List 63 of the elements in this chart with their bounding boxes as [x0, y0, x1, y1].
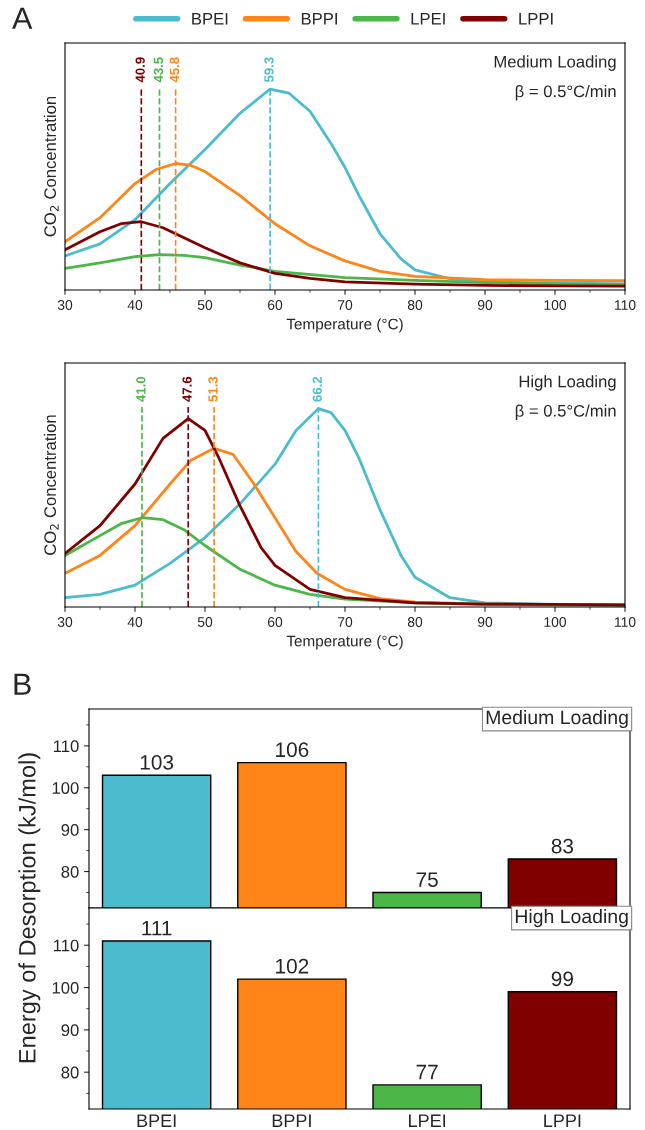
data-label: 102	[276, 958, 309, 974]
data-label: 111	[142, 920, 172, 936]
x-tick-label: 50	[197, 300, 213, 310]
data-label: 83	[551, 838, 574, 854]
x-tick-label: 60	[267, 617, 283, 627]
legend-label: LPPI	[519, 13, 553, 25]
legend-label: BPEI	[192, 13, 228, 25]
x-tick-label: 50	[197, 617, 213, 627]
x-tick-label: 30	[57, 617, 73, 627]
annotation: Medium Loading	[486, 710, 628, 729]
x-tick-label: 80	[407, 300, 423, 310]
legend-label: BPPI	[301, 13, 337, 25]
x-axis-title: Temperature (°C)	[286, 318, 403, 333]
y-tick-label: 80	[61, 865, 79, 878]
legend-label: LPEI	[411, 13, 445, 25]
data-label: 77	[416, 1064, 438, 1080]
x-tick-label: 80	[407, 617, 423, 627]
x-tick-label: 90	[477, 617, 493, 627]
ref-line-label: 59.3	[264, 57, 274, 83]
ref-line-label: 43.5	[153, 57, 164, 83]
x-tick-label: 100	[544, 300, 567, 310]
x-tick-label: 90	[477, 300, 493, 310]
y-tick-label: 90	[61, 824, 79, 836]
x-axis-title: Temperature (°C)	[286, 635, 403, 650]
x-tick-label: 110	[614, 300, 636, 310]
y-tick-label: 100	[52, 782, 79, 794]
x-tick-label: 40	[127, 300, 143, 310]
text: High Loading	[519, 375, 616, 391]
x-tick-label: BPEI	[137, 1114, 176, 1127]
text: Medium Loading	[494, 55, 616, 71]
y-tick-label: 110	[53, 740, 79, 753]
x-tick-label: LPPI	[544, 1114, 581, 1127]
data-label: 103	[140, 754, 174, 770]
ref-line-label: 47.6	[182, 376, 192, 402]
x-tick-label: 110	[614, 617, 636, 627]
x-tick-label: 70	[337, 300, 353, 310]
ref-line-label: 66.2	[312, 376, 322, 402]
y-tick-label: 80	[61, 1066, 79, 1079]
x-tick-label: LPEI	[409, 1114, 446, 1127]
ref-line-label: 41.0	[136, 376, 146, 402]
x-tick-label: 40	[127, 617, 143, 627]
y-tick-label: 100	[52, 981, 79, 994]
y-axis-title: CO$_{2}$ Concentration	[43, 415, 59, 555]
x-tick-label: BPPI	[272, 1114, 311, 1127]
annotation: β = 0.5°C/min	[515, 404, 616, 421]
data-label: 106	[276, 742, 309, 758]
data-label: 75	[416, 872, 438, 887]
annotation: High Loading	[515, 909, 628, 928]
y-tick-label: 110	[53, 939, 79, 952]
chart-title: B	[14, 673, 31, 695]
y-tick-label: 90	[61, 1024, 79, 1037]
chart-title: A	[12, 7, 33, 29]
y-axis-title: Energy of Desorption (kJ/mol)	[18, 753, 41, 1063]
x-tick-label: 60	[267, 300, 283, 310]
x-tick-label: 30	[57, 300, 73, 310]
annotation: β = 0.5°C/min	[515, 84, 616, 101]
y-axis-title: CO$_{2}$ Concentration	[43, 96, 59, 237]
ref-line-label: 40.9	[135, 57, 145, 83]
data-label: 99	[551, 971, 573, 987]
ref-line-label: 51.3	[208, 376, 218, 402]
x-tick-label: 100	[544, 617, 567, 627]
x-tick-label: 70	[337, 617, 353, 627]
ref-line-label: 45.8	[169, 57, 180, 83]
